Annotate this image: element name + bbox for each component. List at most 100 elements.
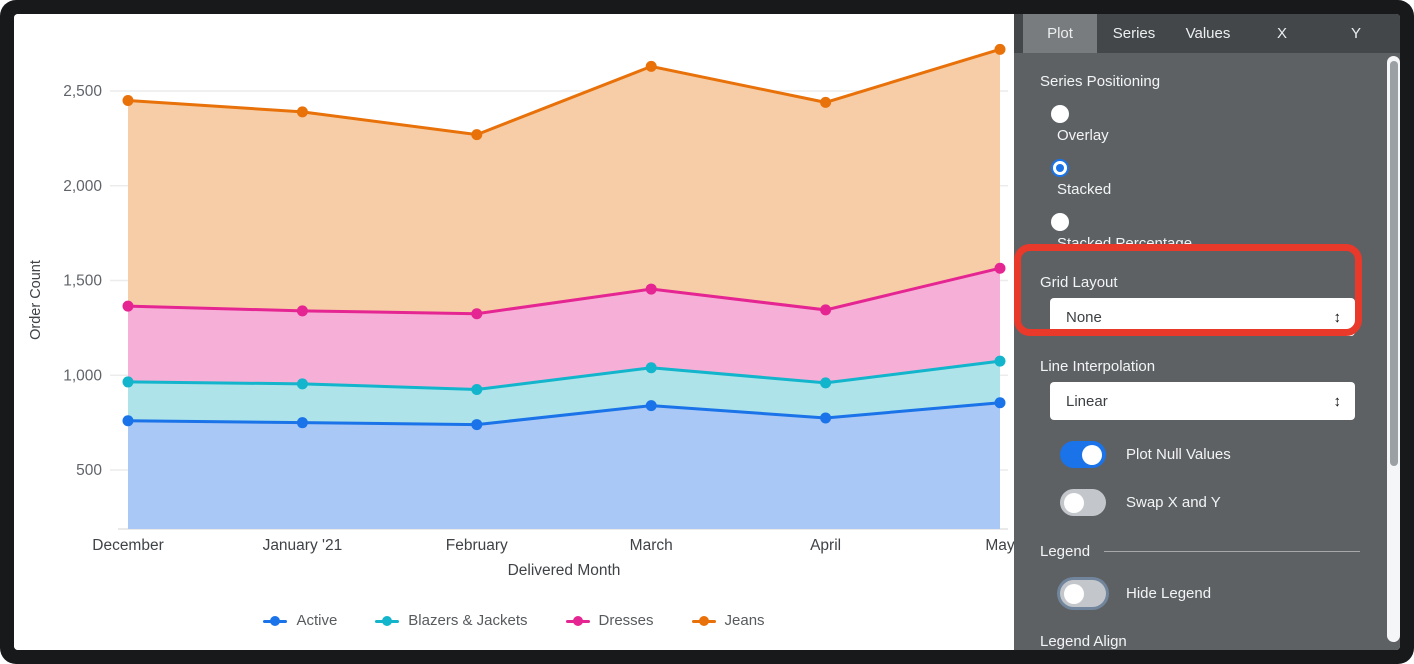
data-point[interactable] (296, 378, 308, 390)
swap-x-y-row: Swap X and Y (1060, 489, 1360, 516)
y-tick-label: 1,000 (63, 367, 102, 384)
area-band-jeans (128, 49, 1000, 314)
radio-option-overlay[interactable]: Overlay (1051, 105, 1360, 144)
data-point[interactable] (994, 43, 1006, 55)
area-band-dresses (128, 268, 1000, 390)
legend-align-label: Legend Align (1040, 633, 1127, 650)
legend-item-active[interactable]: Active (263, 612, 337, 629)
plot-null-values-label: Plot Null Values (1126, 446, 1231, 463)
series-line-jeans (127, 47, 1001, 137)
updown-arrow-icon: ↕ (1333, 392, 1342, 410)
plot-null-values-row: Plot Null Values (1060, 441, 1360, 468)
legend-label: Active (296, 612, 338, 629)
line-interpolation-group: Line Interpolation Linear ↕ (1040, 358, 1360, 420)
tab-plot[interactable]: Plot (1023, 14, 1097, 53)
settings-panel: Plot Series Values X Y Series Positionin… (1014, 14, 1400, 650)
data-point[interactable] (820, 412, 832, 424)
section-divider (1104, 551, 1360, 552)
radio-stacked[interactable] (1051, 159, 1069, 177)
data-point[interactable] (296, 106, 308, 118)
radio-option-stacked-percentage[interactable]: Stacked Percentage (1051, 213, 1360, 252)
hide-legend-toggle[interactable] (1060, 580, 1106, 607)
legend-marker-icon (565, 615, 590, 627)
line-interpolation-select[interactable]: Linear ↕ (1050, 382, 1355, 420)
series-positioning-label: Series Positioning (1040, 73, 1161, 90)
y-tick-label: 2,500 (63, 83, 102, 100)
hide-legend-label: Hide Legend (1126, 585, 1212, 602)
tab-series[interactable]: Series (1112, 25, 1156, 42)
data-point[interactable] (122, 376, 134, 388)
tab-y[interactable]: Y (1350, 25, 1361, 42)
data-point[interactable] (122, 300, 134, 312)
stacked-area-chart: 500 1,000 1,500 2,000 2,500 December January '… (28, 43, 1015, 579)
x-tick-label: April (810, 537, 841, 554)
plot-null-values-toggle[interactable] (1060, 441, 1106, 468)
radio-overlay-label: Overlay (1057, 127, 1109, 144)
legend-marker-icon (691, 615, 716, 627)
tab-x[interactable]: X (1276, 25, 1287, 42)
legend-item-jeans[interactable]: Jeans (691, 612, 765, 629)
data-point[interactable] (645, 283, 657, 295)
data-point[interactable] (471, 308, 483, 320)
legend-section-header: Legend (1040, 543, 1360, 560)
series-line-active (127, 401, 1001, 427)
grid-layout-group: Grid Layout None ↕ (1040, 274, 1360, 336)
series-line-blazers-jackets (127, 359, 1001, 392)
grid-layout-label: Grid Layout (1040, 274, 1118, 291)
toggle-knob (1064, 583, 1084, 604)
x-tick-label: February (446, 537, 508, 554)
radio-stacked-label: Stacked (1057, 181, 1112, 198)
grid-layout-value: None (1066, 308, 1102, 326)
legend-label: Jeans (724, 612, 765, 629)
area-band-active (128, 402, 1000, 529)
data-point[interactable] (820, 377, 832, 389)
y-tick-label: 2,000 (63, 178, 102, 195)
legend-header-label: Legend (1040, 543, 1091, 560)
grid-layout-select[interactable]: None ↕ (1050, 298, 1355, 336)
panel-scrollbar-thumb[interactable] (1389, 61, 1398, 466)
legend-marker-icon (375, 615, 400, 627)
legend-label: Blazers & Jackets (408, 612, 528, 629)
data-point[interactable] (994, 355, 1006, 367)
radio-stacked-percentage[interactable] (1051, 213, 1069, 231)
chart-legend: Active Blazers & Jackets Dresses Jeans (14, 612, 1014, 629)
panel-body: Series Positioning Overlay Stacked Stack… (1014, 53, 1400, 650)
data-point[interactable] (122, 415, 134, 427)
radio-overlay[interactable] (1051, 105, 1069, 123)
tab-values[interactable]: Values (1185, 25, 1231, 42)
data-point[interactable] (820, 96, 832, 108)
panel-tabs: Plot Series Values X Y (1014, 14, 1400, 53)
x-axis-title: Delivered Month (508, 562, 621, 579)
chart-area: 500 1,000 1,500 2,000 2,500 December January '… (14, 14, 1015, 650)
y-tick-label: 500 (76, 462, 102, 479)
swap-x-y-label: Swap X and Y (1126, 494, 1221, 511)
series-line-dresses (127, 266, 1001, 316)
legend-marker-icon (263, 615, 288, 627)
line-interpolation-label: Line Interpolation (1040, 358, 1156, 375)
data-point[interactable] (471, 129, 483, 141)
data-point[interactable] (820, 304, 832, 316)
area-band-blazers-jackets (128, 361, 1000, 425)
data-point[interactable] (471, 384, 483, 396)
data-point[interactable] (994, 397, 1006, 409)
data-point[interactable] (645, 362, 657, 374)
radio-option-stacked[interactable]: Stacked (1051, 159, 1360, 198)
data-point[interactable] (471, 419, 483, 431)
data-point[interactable] (122, 95, 134, 107)
legend-item-blazers-jackets[interactable]: Blazers & Jackets (375, 612, 528, 629)
legend-item-dresses[interactable]: Dresses (565, 612, 654, 629)
data-point[interactable] (645, 400, 657, 412)
swap-x-y-toggle[interactable] (1060, 489, 1106, 516)
x-tick-label: May (985, 537, 1015, 554)
x-tick-label: January '21 (263, 537, 343, 554)
x-tick-label: March (630, 537, 673, 554)
data-point[interactable] (994, 262, 1006, 274)
y-tick-label: 1,500 (63, 273, 102, 290)
panel-scrollbar-track[interactable] (1387, 56, 1400, 642)
data-point[interactable] (296, 305, 308, 317)
data-point[interactable] (296, 417, 308, 429)
y-axis-title: Order Count (28, 260, 44, 340)
report-editor: 500 1,000 1,500 2,000 2,500 December January '… (14, 14, 1400, 650)
x-tick-label: December (92, 537, 164, 554)
data-point[interactable] (645, 60, 657, 72)
